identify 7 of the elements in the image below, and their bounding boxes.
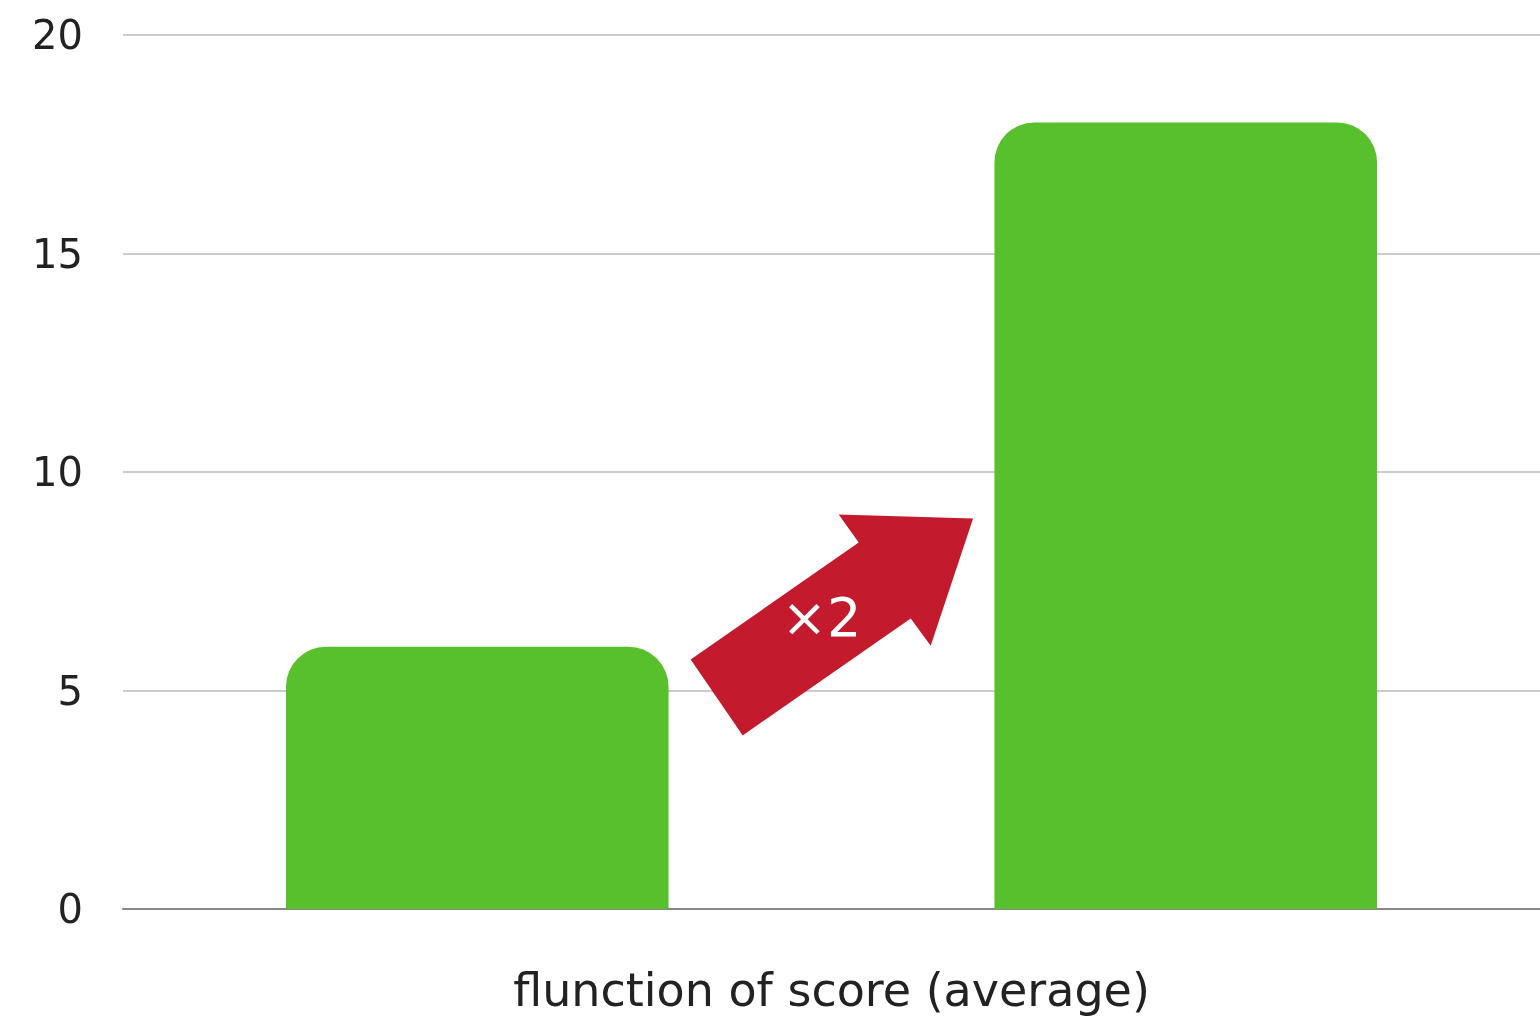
y-tick-label: 0 (57, 886, 83, 932)
y-tick-label: 10 (32, 449, 83, 495)
x-axis-title: flunction of score (average) (513, 963, 1150, 1017)
y-tick-label: 20 (32, 12, 83, 58)
annotation: ×2 (781, 585, 862, 649)
y-tick-label: 15 (32, 230, 83, 277)
y-tick-label: 5 (57, 667, 83, 714)
